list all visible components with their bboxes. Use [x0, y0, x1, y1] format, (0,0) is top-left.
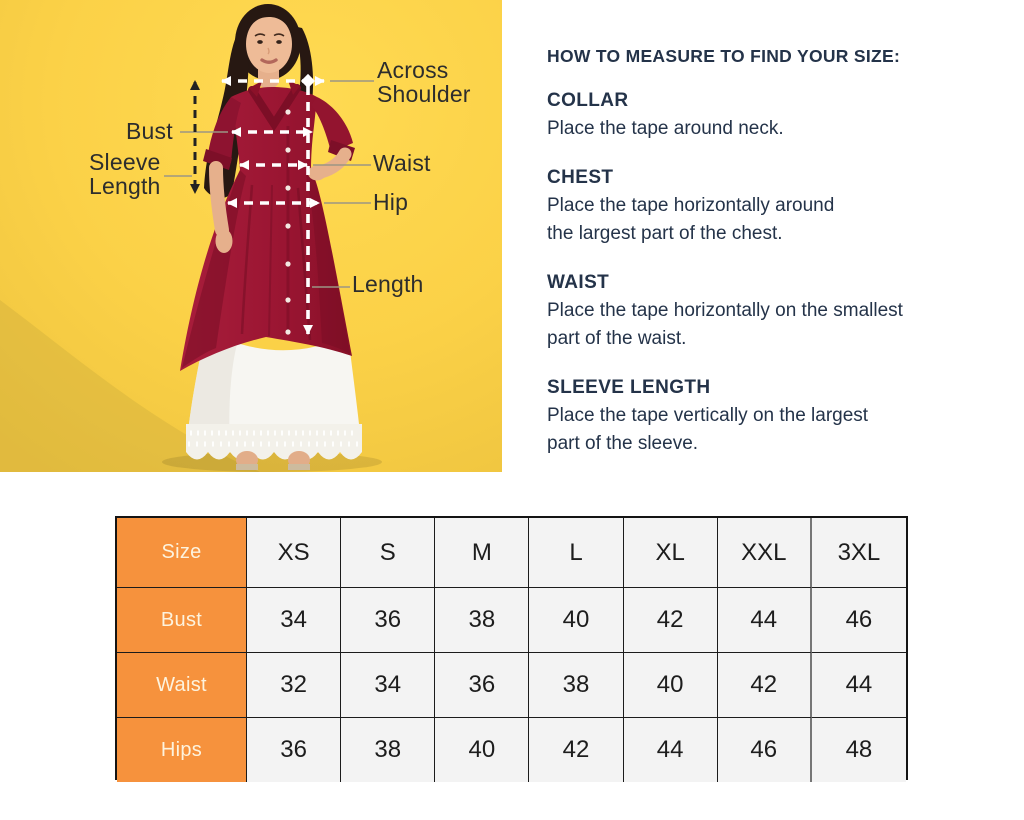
- length-label: Length: [352, 271, 424, 297]
- size-header-xs: XS: [247, 518, 342, 588]
- chest-section: CHEST Place the tape horizontally around…: [547, 164, 967, 248]
- size-corner-header: Size: [117, 518, 247, 588]
- hips-value-xs: 36: [247, 718, 342, 782]
- waist-value-m: 36: [435, 653, 530, 718]
- annotation-lines: [164, 73, 374, 335]
- sleeve-length-label: Sleeve Length: [89, 149, 161, 199]
- bust-value-m: 38: [435, 588, 530, 653]
- white-skirt: [186, 330, 362, 460]
- chest-text-line2: the largest part of the chest.: [547, 223, 783, 244]
- waist-text-line2: part of the waist.: [547, 328, 687, 349]
- waist-value-xs: 32: [247, 653, 342, 718]
- bust-value-xs: 34: [247, 588, 342, 653]
- how-to-measure-heading: HOW TO MEASURE TO FIND YOUR SIZE:: [547, 46, 901, 66]
- hip-label: Hip: [373, 189, 409, 215]
- waist-value-xl: 40: [623, 653, 718, 718]
- waist-value-s: 34: [341, 653, 436, 718]
- bust-value-xl: 42: [623, 588, 718, 653]
- collar-text: Place the tape around neck.: [547, 118, 784, 139]
- sleeve-length-section: SLEEVE LENGTH Place the tape vertically …: [547, 374, 967, 458]
- waist-text-line1: Place the tape horizontally on the small…: [547, 300, 903, 321]
- face: [246, 7, 294, 73]
- across-shoulder-label: Across Shoulder: [377, 57, 471, 107]
- waist-label: Waist: [373, 150, 431, 176]
- feet: [236, 451, 310, 470]
- sleeve-length-text-line2: part of the sleeve.: [547, 433, 699, 454]
- bust-value-s: 36: [341, 588, 436, 653]
- left-arm: [203, 97, 241, 253]
- bust-label: Bust: [126, 118, 173, 144]
- model-illustration: [0, 0, 502, 472]
- hips-value-m: 40: [435, 718, 530, 782]
- collar-section: COLLAR Place the tape around neck.: [547, 87, 967, 143]
- size-header-xl: XL: [623, 518, 718, 588]
- waist-row-label: Waist: [117, 653, 247, 718]
- measurement-diagram: Across Shoulder Bust Sleeve Length Waist…: [0, 0, 502, 472]
- sleeve-length-text-line1: Place the tape vertically on the largest: [547, 405, 869, 426]
- hips-value-s: 38: [341, 718, 436, 782]
- hips-row-label: Hips: [117, 718, 247, 782]
- size-header-m: M: [435, 518, 530, 588]
- chest-title: CHEST: [547, 167, 614, 188]
- size-chart-table: Size XS S M L XL XXL 3XL Bust 34 36 38 4…: [115, 516, 908, 782]
- size-header-l: L: [529, 518, 624, 588]
- bust-value-xxl: 44: [717, 588, 812, 653]
- size-header-3xl: 3XL: [811, 518, 906, 588]
- how-to-measure-panel: HOW TO MEASURE TO FIND YOUR SIZE: COLLAR…: [547, 44, 967, 479]
- waist-value-3xl: 44: [811, 653, 906, 718]
- waist-value-l: 38: [529, 653, 624, 718]
- hips-value-xxl: 46: [717, 718, 812, 782]
- sleeve-length-title: SLEEVE LENGTH: [547, 377, 711, 398]
- collar-title: COLLAR: [547, 90, 629, 111]
- shoulder-diamond: [300, 73, 316, 89]
- waist-section: WAIST Place the tape horizontally on the…: [547, 269, 967, 353]
- bust-row-label: Bust: [117, 588, 247, 653]
- hips-value-xl: 44: [623, 718, 718, 782]
- bust-value-l: 40: [529, 588, 624, 653]
- hips-value-l: 42: [529, 718, 624, 782]
- chest-text-line1: Place the tape horizontally around: [547, 195, 835, 216]
- waist-value-xxl: 42: [717, 653, 812, 718]
- size-header-xxl: XXL: [717, 518, 812, 588]
- bust-value-3xl: 46: [811, 588, 906, 653]
- hips-value-3xl: 48: [811, 718, 906, 782]
- waist-title: WAIST: [547, 272, 610, 293]
- size-header-s: S: [341, 518, 436, 588]
